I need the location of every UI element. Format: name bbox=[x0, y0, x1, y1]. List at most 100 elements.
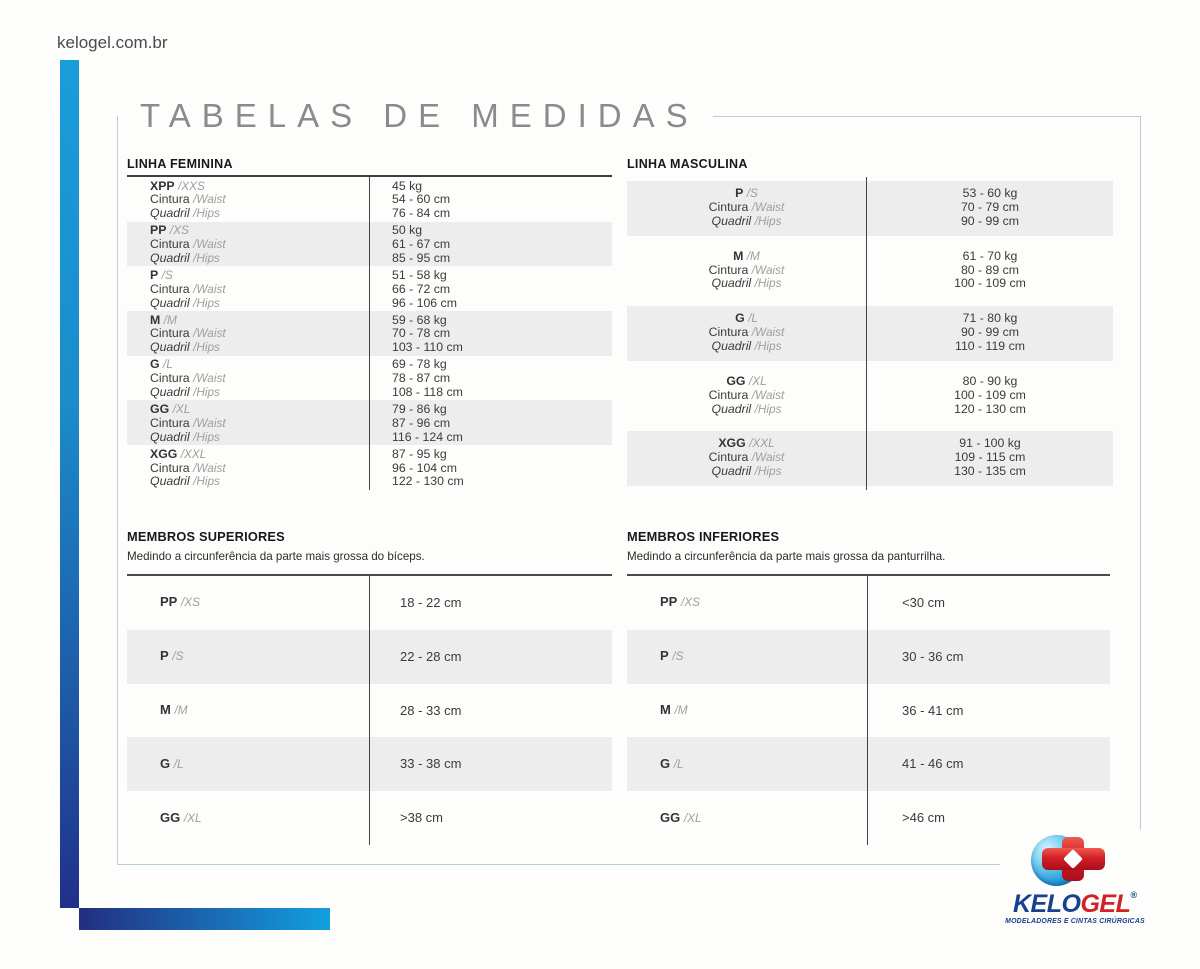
size-label: G bbox=[150, 357, 160, 372]
membros-superiores-table-body: PP /XS 18 - 22 cm P /S 22 - 28 cm M /M bbox=[127, 574, 612, 845]
size-alt-label: /XXS bbox=[178, 178, 205, 193]
quadril-label: Quadril bbox=[711, 276, 752, 291]
size-label: GG bbox=[726, 373, 746, 388]
size-label: GG bbox=[150, 401, 170, 416]
hips-value: 120 - 130 cm bbox=[954, 401, 1026, 416]
quadril-label: Quadril bbox=[150, 295, 190, 310]
weight-value: 50 kg bbox=[392, 223, 423, 238]
hips-label: /Hips bbox=[193, 295, 220, 310]
size-alt-label: /L bbox=[673, 756, 684, 771]
linha-feminina-table-body: XPP /XXS Cintura /Waist Quadril /Hips 45… bbox=[127, 177, 612, 490]
size-label: P bbox=[660, 648, 669, 664]
hips-label: /Hips bbox=[193, 474, 220, 489]
measure-cell: 69 - 78 kg 78 - 87 cm 108 - 118 cm bbox=[370, 356, 612, 401]
measure-cell: >38 cm bbox=[370, 791, 612, 845]
measure-cell: 50 kg 61 - 67 cm 85 - 95 cm bbox=[370, 222, 612, 267]
table-row: XGG /XXL Cintura /Waist Quadril /Hips 87… bbox=[127, 445, 612, 490]
table-row: M /M Cintura /Waist Quadril /Hips 59 - 6… bbox=[127, 311, 612, 356]
size-alt-label: /M bbox=[174, 703, 188, 718]
page-title: TABELAS DE MEDIDAS bbox=[130, 94, 713, 138]
size-label: M bbox=[733, 248, 744, 263]
measure-cell: 30 - 36 cm bbox=[868, 630, 1110, 684]
size-cell: M /M Cintura /Waist Quadril /Hips bbox=[127, 311, 370, 356]
hips-label: /Hips bbox=[193, 429, 220, 444]
table-row: PP /XS Cintura /Waist Quadril /Hips 50 k… bbox=[127, 221, 612, 267]
size-alt-label: /XL bbox=[748, 373, 767, 388]
measure-cell: 18 - 22 cm bbox=[370, 576, 612, 630]
size-cell: GG /XL bbox=[627, 791, 868, 845]
size-cell: M /M Cintura /Waist Quadril /Hips bbox=[627, 239, 867, 303]
waist-value: 78 - 87 cm bbox=[392, 371, 451, 386]
size-label: M bbox=[150, 312, 161, 327]
section-title: MEMBROS SUPERIORES bbox=[127, 529, 285, 544]
size-cell: PP /XS Cintura /Waist Quadril /Hips bbox=[127, 221, 370, 267]
size-cell: G /L bbox=[127, 737, 370, 792]
accent-bar-horizontal bbox=[79, 908, 330, 930]
waist-label: /Waist bbox=[193, 326, 226, 341]
waist-value: 54 - 60 cm bbox=[392, 192, 451, 207]
size-cell: XGG /XXL Cintura /Waist Quadril /Hips bbox=[127, 445, 370, 490]
waist-label: /Waist bbox=[751, 450, 785, 465]
size-label: XGG bbox=[718, 436, 746, 451]
size-cell: P /S Cintura /Waist Quadril /Hips bbox=[127, 266, 370, 312]
cintura-label: Cintura bbox=[150, 192, 190, 207]
hips-label: /Hips bbox=[754, 276, 782, 291]
waist-label: /Waist bbox=[751, 387, 785, 402]
size-alt-label: /XL bbox=[172, 401, 191, 416]
hips-label: /Hips bbox=[754, 464, 782, 479]
size-cell: GG /XL bbox=[127, 791, 370, 845]
brand-wordmark: KELOGEL® bbox=[1002, 890, 1148, 919]
membros-superiores-section: MEMBROS SUPERIORES Medindo a circunferên… bbox=[127, 529, 612, 845]
table-row: GG /XL >46 cm bbox=[627, 791, 1110, 845]
table-row: M /M Cintura /Waist Quadril /Hips 61 - 7… bbox=[627, 239, 1113, 303]
quadril-label: Quadril bbox=[711, 401, 752, 416]
waist-value: 70 - 78 cm bbox=[392, 326, 451, 341]
measure-cell: >46 cm bbox=[868, 791, 1110, 845]
size-alt-label: /XXL bbox=[749, 436, 775, 451]
waist-value: 61 - 67 cm bbox=[392, 237, 451, 252]
limb-size-value: 18 - 22 cm bbox=[400, 594, 462, 610]
cintura-label: Cintura bbox=[150, 460, 190, 475]
quadril-label: Quadril bbox=[150, 474, 190, 489]
size-alt-label: /XS bbox=[169, 223, 189, 238]
measure-cell: 71 - 80 kg 90 - 99 cm 110 - 119 cm bbox=[867, 302, 1113, 365]
hips-label: /Hips bbox=[754, 339, 782, 353]
size-label: P bbox=[735, 186, 744, 200]
hips-label: /Hips bbox=[193, 340, 220, 355]
size-alt-label: /S bbox=[172, 649, 184, 664]
size-cell: PP /XS bbox=[127, 576, 370, 630]
cintura-label: Cintura bbox=[150, 326, 190, 341]
weight-value: 69 - 78 kg bbox=[392, 357, 447, 372]
limb-size-value: 28 - 33 cm bbox=[400, 702, 462, 718]
brand-tagline: MODELADORES E CINTAS CIRÚRGICAS bbox=[1005, 918, 1145, 925]
size-cell: XGG /XXL Cintura /Waist Quadril /Hips bbox=[627, 427, 867, 490]
quadril-label: Quadril bbox=[150, 429, 190, 444]
measure-cell: <30 cm bbox=[868, 576, 1110, 630]
size-cell: G /L bbox=[627, 737, 868, 792]
waist-value: 96 - 104 cm bbox=[392, 460, 457, 475]
waist-label: /Waist bbox=[193, 460, 226, 475]
hips-value: 122 - 130 cm bbox=[392, 474, 464, 489]
limb-size-value: 22 - 28 cm bbox=[400, 648, 462, 664]
limb-size-value: 36 - 41 cm bbox=[902, 702, 964, 718]
size-label: P bbox=[160, 648, 169, 664]
site-url: kelogel.com.br bbox=[57, 33, 168, 52]
hips-value: 108 - 118 cm bbox=[392, 385, 463, 400]
size-alt-label: /L bbox=[173, 756, 184, 771]
hips-label: /Hips bbox=[754, 213, 782, 228]
table-row: PP /XS 18 - 22 cm bbox=[127, 576, 612, 630]
cintura-label: Cintura bbox=[708, 262, 749, 277]
hips-value: 130 - 135 cm bbox=[954, 464, 1026, 479]
membros-inferiores-table-body: PP /XS <30 cm P /S 30 - 36 cm M /M bbox=[627, 574, 1110, 845]
size-label: P bbox=[150, 267, 159, 282]
size-label: XGG bbox=[150, 446, 178, 461]
size-alt-label: /S bbox=[746, 186, 758, 200]
size-label: M bbox=[660, 702, 671, 718]
size-cell: G /L Cintura /Waist Quadril /Hips bbox=[127, 355, 370, 401]
table-row: P /S Cintura /Waist Quadril /Hips 51 - 5… bbox=[127, 266, 612, 312]
limb-size-value: >38 cm bbox=[400, 810, 443, 826]
weight-value: 71 - 80 kg bbox=[962, 311, 1018, 326]
size-cell: M /M bbox=[127, 683, 370, 738]
measure-cell: 91 - 100 kg 109 - 115 cm 130 - 135 cm bbox=[867, 427, 1113, 490]
size-label: GG bbox=[160, 809, 181, 825]
